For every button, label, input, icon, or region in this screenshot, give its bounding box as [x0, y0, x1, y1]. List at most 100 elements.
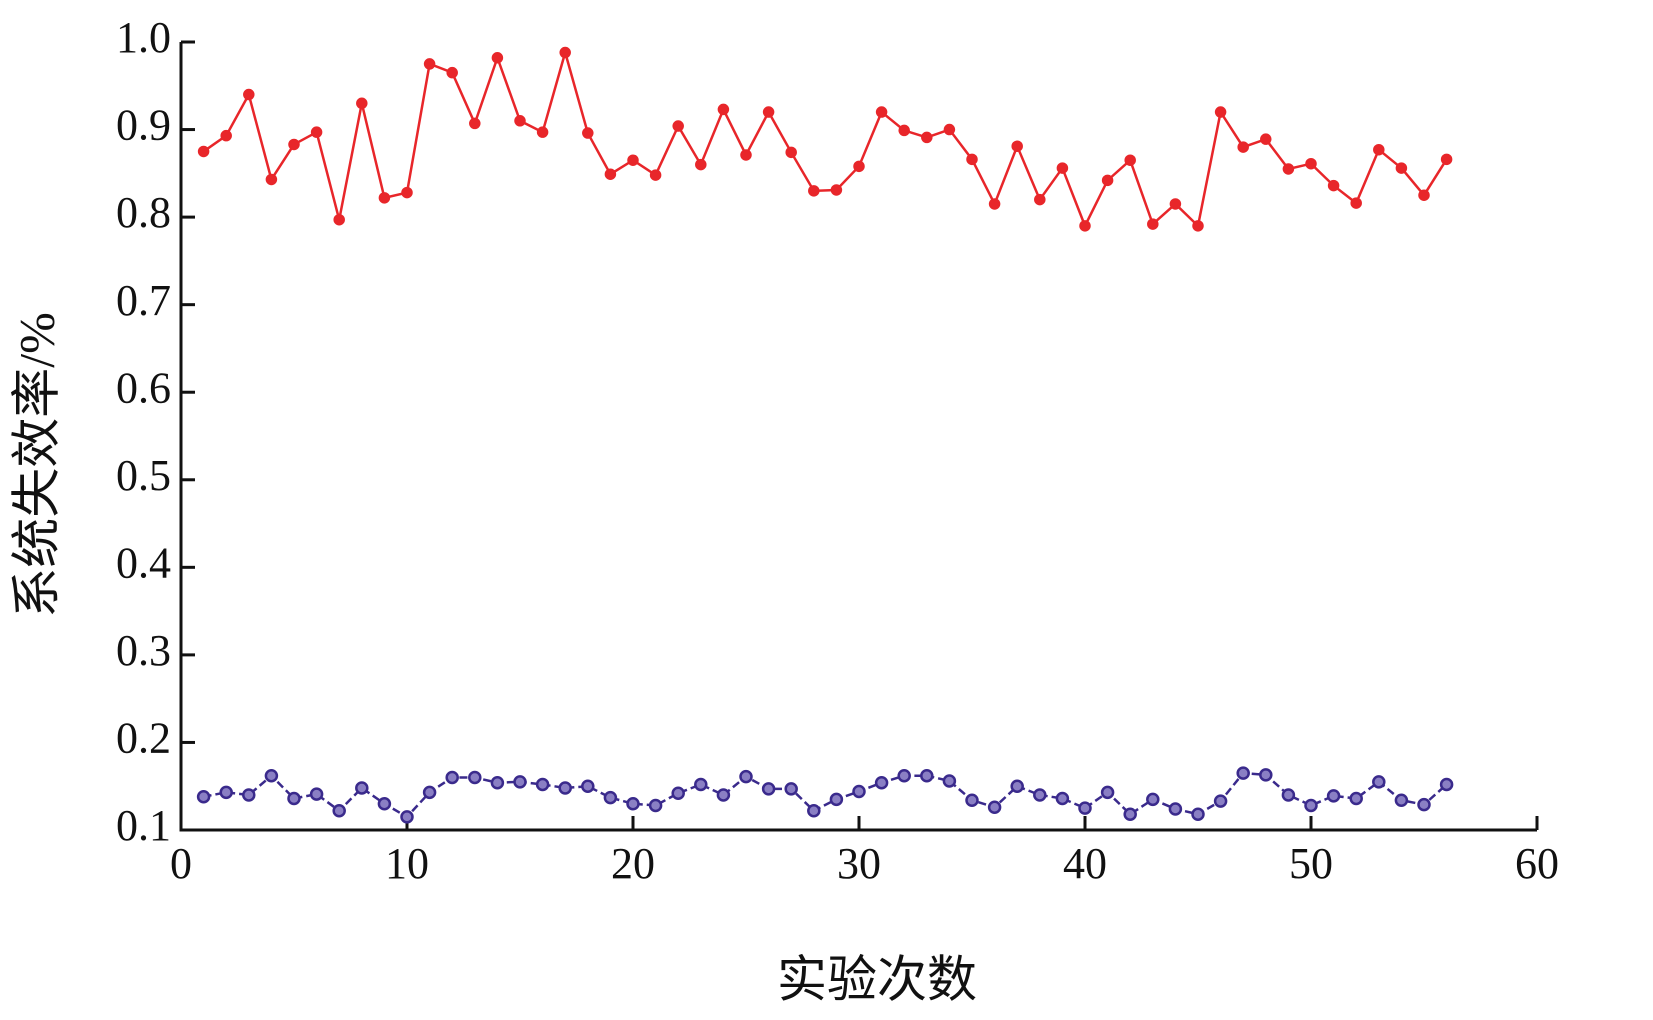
- point: [1260, 133, 1272, 145]
- point: [243, 88, 255, 101]
- point: [739, 769, 753, 784]
- point: [400, 810, 414, 824]
- y-tick-label: 0.2: [116, 714, 171, 763]
- y-tick-label: 0.4: [116, 538, 171, 587]
- point: [536, 126, 549, 138]
- point: [401, 186, 413, 199]
- point: [852, 784, 866, 799]
- point: [1214, 106, 1227, 118]
- point: [717, 103, 730, 116]
- point: [445, 770, 459, 785]
- point: [920, 768, 934, 783]
- point: [808, 185, 820, 197]
- point: [671, 786, 685, 800]
- point: [1394, 793, 1409, 807]
- point: [1010, 779, 1024, 793]
- point: [830, 184, 843, 196]
- point: [310, 126, 323, 138]
- point: [603, 790, 618, 805]
- series-line: [203, 771, 1448, 819]
- y-tick-label: 0.8: [116, 188, 171, 237]
- y-tick-label: 0.9: [116, 101, 171, 150]
- point: [1326, 789, 1341, 803]
- point: [1079, 220, 1091, 232]
- point: [1418, 189, 1430, 201]
- point: [1395, 162, 1408, 174]
- y-tick-label: 0.6: [116, 363, 171, 412]
- point: [582, 127, 594, 139]
- point: [1282, 163, 1295, 175]
- point: [1147, 218, 1159, 230]
- x-tick-label: 50: [1289, 839, 1333, 888]
- point: [468, 770, 482, 785]
- axis-line: [179, 42, 1537, 832]
- point: [672, 120, 684, 132]
- point: [356, 97, 368, 110]
- point: [943, 123, 956, 136]
- point: [378, 192, 391, 204]
- point: [1327, 179, 1340, 192]
- point: [1305, 157, 1317, 170]
- point: [1259, 768, 1273, 782]
- x-tick-label: 40: [1063, 839, 1107, 888]
- y-axis-label: 系统失效率/%: [8, 312, 64, 618]
- point: [288, 138, 300, 151]
- x-tick-label: 10: [385, 839, 429, 888]
- point: [987, 800, 1002, 814]
- y-tick-label: 0.7: [116, 276, 171, 325]
- point: [1169, 198, 1182, 210]
- y-tick-label: 0.1: [116, 801, 171, 850]
- point: [1350, 197, 1362, 209]
- point: [1101, 174, 1114, 187]
- point: [491, 52, 504, 64]
- point: [740, 149, 752, 161]
- point: [694, 777, 708, 792]
- point: [333, 213, 345, 226]
- point: [1192, 220, 1204, 232]
- point: [197, 145, 210, 158]
- point: [627, 154, 639, 166]
- point: [242, 788, 256, 802]
- point: [1237, 141, 1249, 153]
- point: [309, 787, 324, 801]
- point: [695, 158, 707, 171]
- point: [287, 791, 301, 806]
- point: [1034, 193, 1046, 206]
- point: [332, 803, 346, 818]
- point: [1304, 798, 1318, 813]
- point: [220, 129, 232, 142]
- point: [377, 796, 392, 811]
- point: [853, 160, 865, 173]
- x-tick-label: 20: [611, 839, 655, 888]
- point: [807, 803, 821, 818]
- point: [1124, 154, 1136, 166]
- y-tick-label: 0.5: [116, 451, 171, 500]
- point: [898, 124, 910, 137]
- point: [423, 58, 436, 70]
- point: [1213, 794, 1228, 808]
- point: [988, 198, 1001, 210]
- point: [1439, 777, 1454, 792]
- point: [535, 777, 550, 792]
- point: [716, 788, 731, 802]
- point: [1055, 791, 1070, 806]
- point: [558, 781, 572, 795]
- point: [196, 789, 211, 804]
- x-tick-label: 0: [170, 839, 192, 888]
- point: [469, 117, 481, 130]
- y-tick-label: 0.3: [116, 626, 171, 675]
- point: [604, 168, 617, 180]
- point: [1033, 788, 1047, 802]
- point: [1440, 153, 1453, 166]
- point: [559, 46, 571, 59]
- point: [784, 782, 798, 796]
- x-tick-label: 30: [837, 839, 881, 888]
- point: [513, 775, 527, 789]
- point: [490, 775, 505, 790]
- point: [265, 173, 278, 186]
- point: [648, 798, 663, 813]
- point: [761, 782, 776, 796]
- point: [1417, 797, 1431, 812]
- point: [965, 793, 979, 807]
- y-tick-label: 1.0: [116, 13, 171, 62]
